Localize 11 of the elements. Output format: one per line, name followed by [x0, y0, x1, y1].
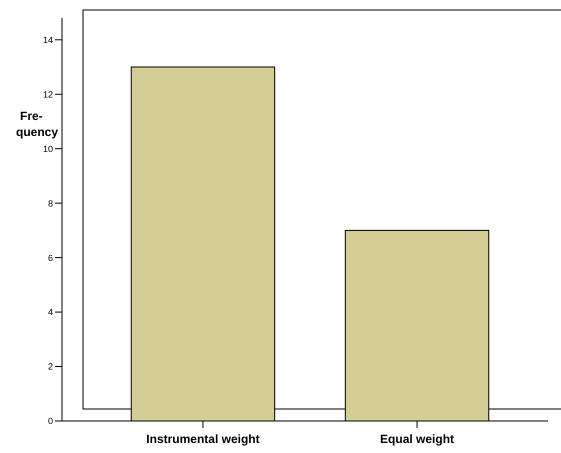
x-tick-label: Equal weight [380, 432, 454, 446]
y-tick-label: 0 [48, 416, 53, 426]
x-tick-label: Instrumental weight [146, 432, 260, 446]
y-tick-label: 8 [48, 198, 53, 208]
y-tick-label: 4 [48, 307, 53, 318]
y-tick-label: 14 [42, 34, 53, 45]
y-tick-label: 6 [48, 252, 53, 263]
y-tick-label: 10 [42, 144, 53, 154]
y-tick-label: 12 [42, 89, 53, 100]
y-tick-label: 2 [48, 362, 53, 372]
y-axis-title: Fre- quency [16, 109, 58, 139]
